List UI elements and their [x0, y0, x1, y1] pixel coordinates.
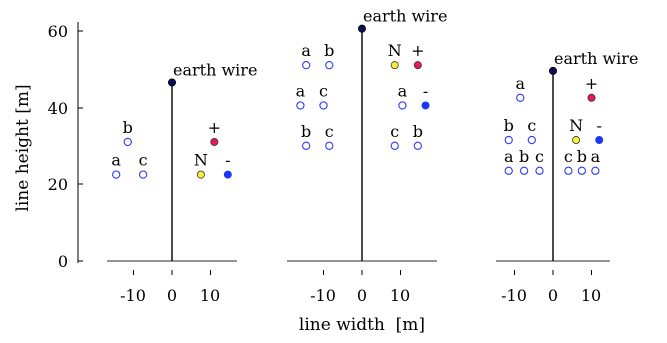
conductor-2-4	[319, 101, 328, 110]
conductor-2-12	[413, 141, 422, 150]
phase-label-2-2: b	[324, 41, 334, 60]
phase-label-3-10: c	[564, 147, 573, 166]
phase-label-1-6: -	[225, 151, 230, 170]
phase-label-2-4: c	[319, 81, 328, 100]
conductor-1-4	[196, 170, 205, 179]
phase-label-2-9: a	[398, 81, 408, 100]
earth-wire-label-3: earth wire	[554, 49, 638, 68]
conductor-3-6	[535, 166, 544, 175]
x-tick-label-p1-neg10: -10	[120, 286, 146, 305]
phase-label-2-10: -	[423, 81, 428, 100]
phase-label-3-3: c	[527, 116, 536, 135]
phase-label-2-8: +	[411, 41, 424, 60]
phase-label-3-5: b	[519, 147, 529, 166]
phase-label-3-1: a	[516, 74, 526, 93]
conductor-3-8	[572, 136, 581, 145]
conductor-3-12	[591, 166, 600, 175]
conductor-2-11	[390, 141, 399, 150]
x-tick-label-p2-neg10: -10	[310, 286, 336, 305]
phase-label-3-6: c	[535, 147, 544, 166]
conductor-2-9	[398, 101, 407, 110]
earth-wire-label-1: earth wire	[173, 60, 257, 79]
conductor-1-3	[138, 170, 148, 179]
phase-label-3-4: a	[504, 147, 514, 166]
conductor-3-9	[595, 136, 604, 145]
phase-label-3-2: b	[504, 116, 514, 135]
conductor-3-7	[587, 93, 596, 102]
y-tick-label-0: 0	[58, 252, 68, 271]
conductor-2-1	[302, 61, 311, 70]
conductor-1-2	[123, 137, 132, 147]
conductor-2-8	[413, 61, 422, 70]
conductor-2-10	[421, 101, 430, 110]
phase-label-3-11: b	[577, 147, 587, 166]
x-tick-label-p2-10: 10	[390, 286, 410, 305]
conductor-3-5	[519, 166, 529, 175]
phase-label-3-7: +	[585, 74, 598, 93]
y-tick-label-40: 40	[48, 99, 68, 118]
phase-label-2-7: N	[388, 41, 402, 60]
phase-label-2-3: a	[296, 81, 306, 100]
x-tick-label-p2-0: 0	[357, 286, 367, 305]
x-axis-title: line width [m]	[299, 315, 425, 335]
conductor-2-3	[296, 101, 305, 110]
conductor-2-7	[390, 61, 399, 70]
earth-wire-dot-1	[167, 78, 176, 87]
y-axis-title: line height [m]	[13, 84, 33, 211]
phase-label-2-5: b	[301, 122, 311, 141]
phase-label-2-11: c	[390, 122, 399, 141]
phase-label-3-9: -	[596, 116, 601, 135]
x-tick-label-p3-0: 0	[548, 286, 558, 305]
conductor-2-5	[302, 141, 311, 150]
conductor-1-1	[112, 170, 121, 179]
x-tick-label-p1-10: 10	[200, 286, 220, 305]
conductor-3-10	[564, 166, 573, 175]
earth-wire-dot-2	[357, 24, 366, 33]
conductor-3-3	[527, 135, 536, 145]
conductor-3-4	[504, 166, 513, 175]
earth-wire-label-2: earth wire	[363, 7, 447, 26]
conductor-1-5	[210, 137, 219, 146]
conductor-3-1	[516, 93, 525, 102]
x-tick-label-p3-10: 10	[581, 286, 601, 305]
phase-label-1-4: N	[194, 151, 208, 170]
phase-label-1-3: c	[139, 151, 148, 170]
conductor-3-11	[577, 166, 587, 175]
conductor-2-2	[325, 61, 334, 70]
x-tick-label-p3-neg10: -10	[501, 286, 527, 305]
conductor-3-2	[504, 135, 513, 145]
earth-wire-dot-3	[549, 66, 558, 75]
phase-label-1-2: b	[123, 118, 133, 137]
y-tick-label-20: 20	[48, 175, 68, 194]
conductor-1-6	[223, 170, 232, 179]
phase-label-1-5: +	[208, 118, 221, 137]
y-tick-label-60: 60	[48, 22, 68, 41]
x-tick-label-p1-0: 0	[167, 286, 177, 305]
conductor-2-6	[325, 141, 334, 150]
phase-label-2-1: a	[301, 41, 311, 60]
phase-label-3-8: N	[569, 116, 583, 135]
phase-label-2-12: b	[413, 122, 423, 141]
phase-label-1-1: a	[111, 151, 121, 170]
phase-label-2-6: c	[325, 122, 334, 141]
phase-label-3-12: a	[591, 147, 601, 166]
